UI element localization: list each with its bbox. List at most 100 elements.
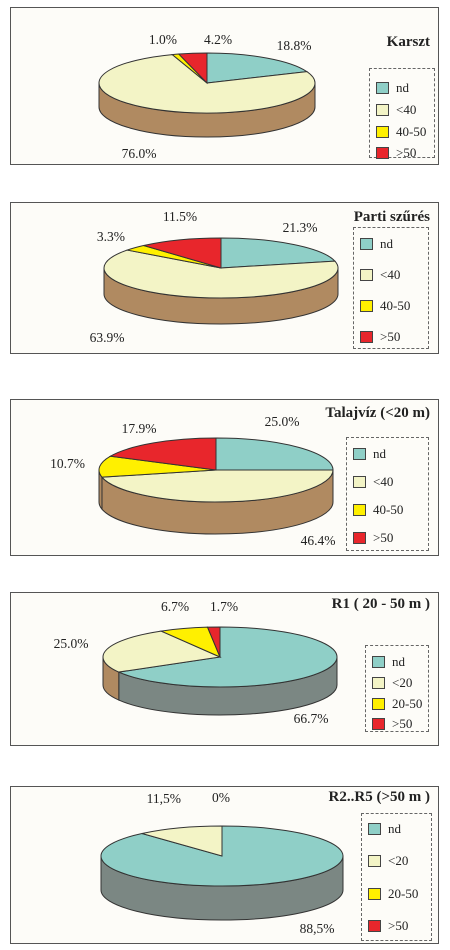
legend-item-high: >50 (353, 530, 393, 546)
legend-item-low: <40 (360, 267, 400, 283)
slice-value-label-mid: 3.3% (97, 229, 125, 244)
legend-swatch-high (376, 147, 389, 159)
legend: nd <40 40-50 >50 (353, 227, 429, 349)
slice-value-label-low: 11,5% (147, 791, 181, 806)
pie-chart-svg: 18.8% 76.0% 1.0% 4.2% (98, 32, 316, 161)
pie-slice-low (102, 630, 222, 673)
legend-swatch-high (360, 331, 373, 343)
legend-item-high: >50 (376, 145, 416, 161)
slice-value-label-nd: 88,5% (300, 921, 335, 936)
legend-swatch-low (353, 476, 366, 488)
legend-label: 20-50 (392, 696, 423, 711)
legend-item-low: <40 (353, 474, 393, 490)
legend-swatch-high (353, 532, 366, 544)
legend-label: nd (373, 446, 386, 461)
pie-slice-low (103, 249, 339, 299)
slice-value-label-nd: 21.3% (283, 220, 318, 235)
chart-title: Parti szűrés (353, 209, 430, 225)
slice-value-label-mid: 10.7% (50, 456, 85, 471)
pie-chart-svg: 88,5% 11,5% 0% (100, 790, 344, 936)
legend-item-low: <20 (368, 853, 408, 869)
legend-swatch-low (360, 269, 373, 281)
slice-value-label-high: 11.5% (163, 209, 197, 224)
legend-swatch-nd (376, 82, 389, 94)
legend-swatch-high (372, 718, 385, 730)
legend-label: nd (392, 654, 405, 669)
legend-label: <40 (380, 267, 401, 282)
legend-label: <40 (373, 474, 394, 489)
legend-swatch-mid (368, 888, 381, 900)
pie-slice-nd (117, 626, 338, 688)
legend-label: <40 (396, 102, 417, 117)
legend-item-mid: 20-50 (368, 886, 418, 902)
legend-item-nd: nd (360, 236, 393, 252)
legend-label: 40-50 (373, 502, 404, 517)
slice-value-label-nd: 25.0% (265, 414, 300, 429)
pie-slice-low (100, 469, 334, 503)
slice-value-label-mid: 6.7% (161, 599, 189, 614)
legend-swatch-low (368, 855, 381, 867)
slice-value-label-low: 63.9% (90, 330, 125, 345)
slice-value-label-low: 76.0% (122, 146, 157, 161)
slice-value-label-mid: 1.0% (149, 32, 177, 47)
legend: nd <40 40-50 >50 (346, 437, 429, 551)
chart-title: Karszt (386, 34, 430, 50)
legend: nd <20 20-50 >50 (365, 645, 429, 732)
legend-item-nd: nd (353, 446, 386, 462)
pie-chart-panel-3: 25.0% 46.4% 10.7% 17.9% Talajvíz (<20 m) nd <4… (10, 399, 439, 556)
legend-label: 20-50 (388, 886, 419, 901)
legend-item-mid: 40-50 (353, 502, 403, 518)
slice-value-label-high: 1.7% (210, 599, 238, 614)
slice-value-label-high: 4.2% (204, 32, 232, 47)
pie-slice-high (108, 437, 217, 471)
legend-swatch-low (376, 104, 389, 116)
pie-slice-low (141, 825, 223, 857)
pie-chart-svg: 21.3% 63.9% 3.3% 11.5% (90, 209, 339, 345)
legend-item-high: >50 (372, 716, 412, 732)
legend-label: nd (396, 80, 409, 95)
pie-slice-nd (215, 437, 334, 471)
pie-slice-high (143, 237, 222, 269)
legend-item-mid: 40-50 (360, 298, 410, 314)
legend-swatch-nd (368, 823, 381, 835)
slice-value-label-nd: 18.8% (277, 38, 312, 53)
pie-slice-nd (220, 237, 336, 269)
legend-label: >50 (373, 530, 394, 545)
slice-value-label-nd: 66.7% (294, 711, 329, 726)
pie-slice-high (206, 626, 221, 658)
legend-item-mid: 20-50 (372, 696, 422, 712)
legend-swatch-low (372, 677, 385, 689)
legend-label: >50 (388, 918, 409, 933)
pie-chart-svg: 25.0% 46.4% 10.7% 17.9% (50, 414, 336, 548)
legend-swatch-mid (353, 504, 366, 516)
pie-slice-nd (206, 52, 309, 84)
chart-title: R2..R5 (>50 m ) (328, 789, 430, 805)
legend-item-high: >50 (368, 918, 408, 934)
slice-value-label-low: 25.0% (54, 636, 89, 651)
legend: nd <40 40-50 >50 (369, 68, 435, 161)
legend-label: 40-50 (396, 124, 427, 139)
legend-swatch-high (368, 920, 381, 932)
chart-title: Talajvíz (<20 m) (325, 405, 430, 421)
legend-swatch-nd (360, 238, 373, 250)
legend-swatch-mid (372, 698, 385, 710)
legend-item-high: >50 (360, 329, 400, 345)
legend-label: nd (388, 821, 401, 836)
pie-slice-high (177, 52, 208, 85)
pie-chart-panel-1: 18.8% 76.0% 1.0% 4.2% Karszt nd <40 40-50 >50 (10, 7, 439, 165)
slice-value-label-high: 17.9% (122, 421, 157, 436)
legend-label: nd (380, 236, 393, 251)
legend-swatch-mid (376, 126, 389, 138)
legend-label: 40-50 (380, 298, 411, 313)
legend-label: <20 (392, 675, 413, 690)
legend-label: <20 (388, 853, 409, 868)
legend-label: >50 (392, 716, 413, 731)
legend-swatch-mid (360, 300, 373, 312)
slice-value-label-low: 46.4% (301, 533, 336, 548)
pie-slice-low (98, 54, 316, 114)
pie-chart-panel-2: 21.3% 63.9% 3.3% 11.5% Parti szűrés nd <40 40-5… (10, 202, 439, 354)
legend-item-nd: nd (372, 654, 405, 670)
legend-item-mid: 40-50 (376, 124, 426, 140)
legend-label: >50 (396, 145, 417, 160)
pie-chart-panel-5: 88,5% 11,5% 0% R2..R5 (>50 m ) nd <20 20-50 >50 (10, 786, 439, 944)
